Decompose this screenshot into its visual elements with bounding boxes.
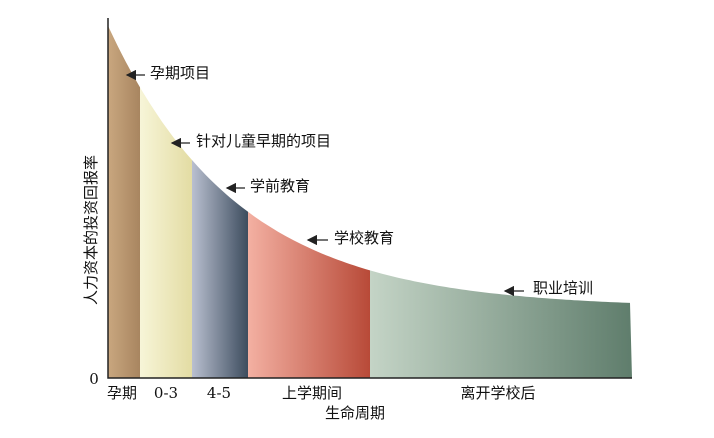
annotation: 学前教育 — [250, 177, 310, 195]
annotation: 学校教育 — [334, 229, 394, 247]
stage-label: 孕期 — [107, 384, 137, 402]
y-axis-label: 人力资本的投资回报率 — [82, 155, 100, 305]
stage-bands — [108, 25, 632, 378]
axes — [107, 18, 632, 379]
stage-label: 上学期间 — [282, 384, 342, 402]
band-0-3 — [140, 25, 192, 378]
annotation: 针对儿童早期的项目 — [196, 132, 331, 150]
band-after-school — [370, 25, 632, 378]
band-4-5 — [192, 25, 248, 378]
stage-label: 0-3 — [154, 384, 178, 402]
annotation: 孕期项目 — [150, 64, 210, 82]
x-axis-label: 生命周期 — [325, 404, 385, 422]
y-origin: 0 — [89, 370, 99, 388]
stage-label: 4-5 — [207, 384, 231, 402]
annotation: 职业培训 — [533, 279, 593, 297]
stage-label: 离开学校后 — [460, 384, 535, 402]
band-prenatal — [108, 25, 140, 378]
